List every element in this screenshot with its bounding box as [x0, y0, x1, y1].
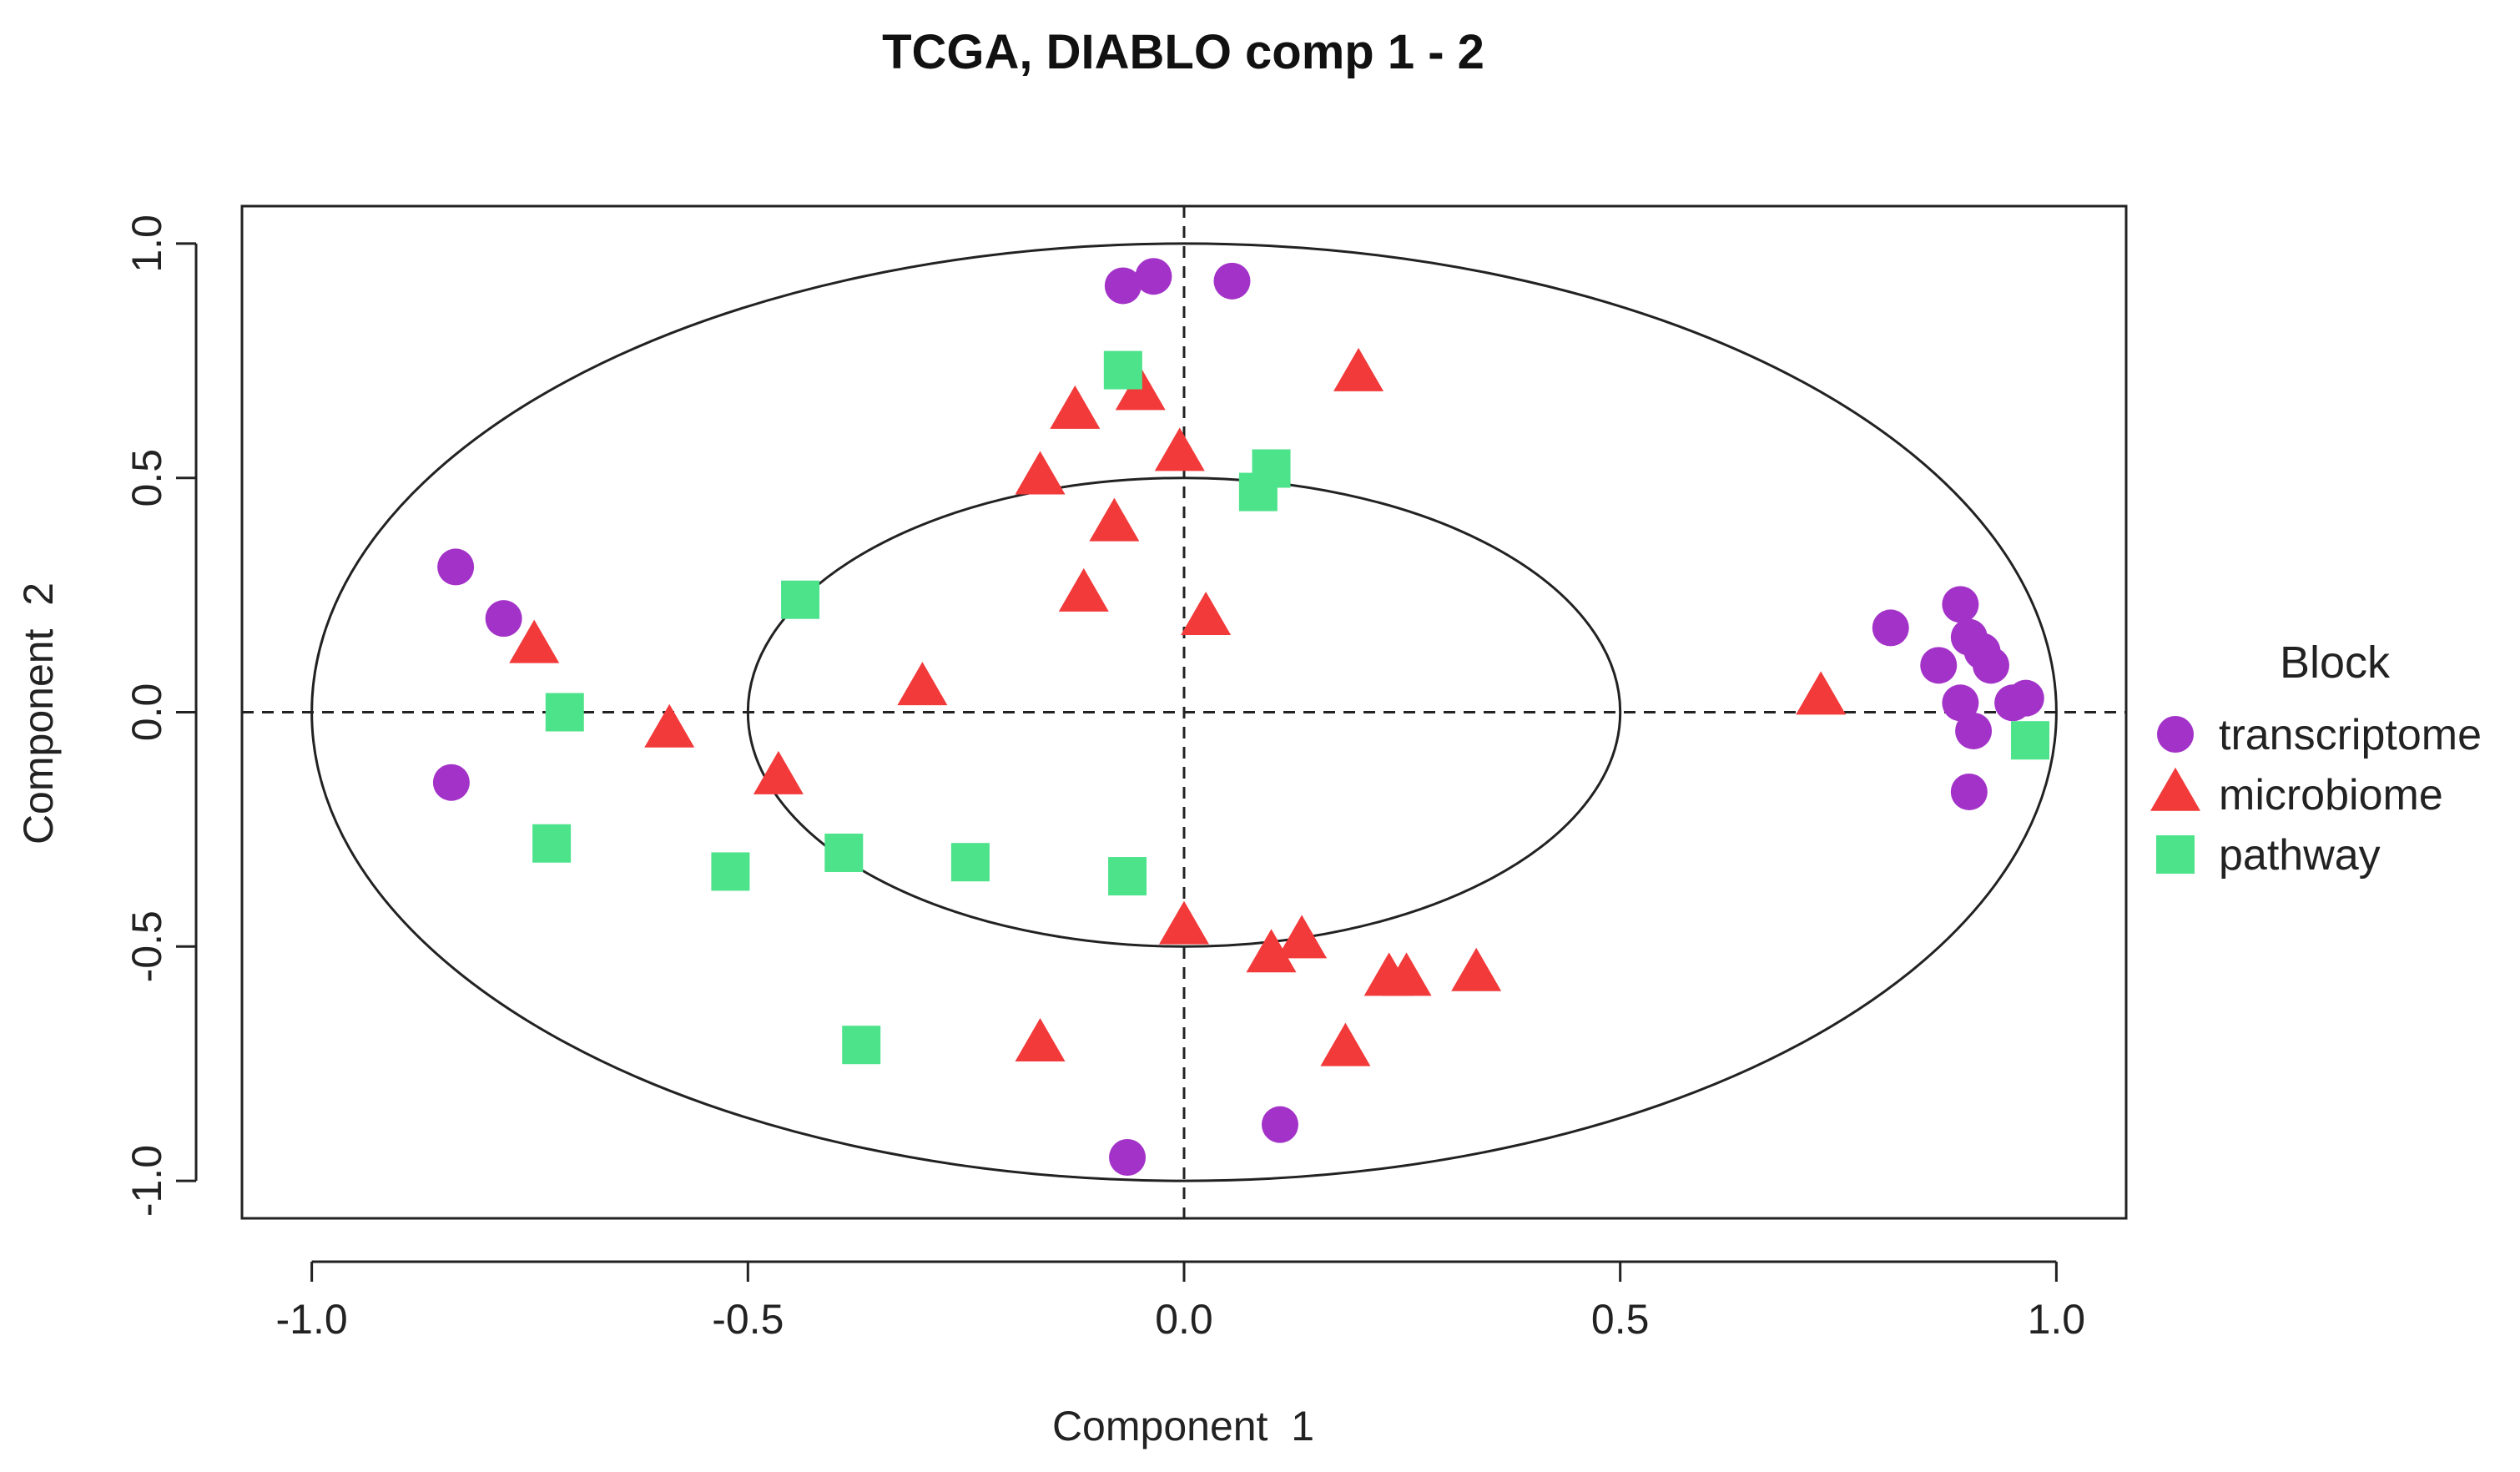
pathway-point — [532, 824, 572, 863]
transcriptome-point — [437, 548, 475, 586]
transcriptome-point — [1920, 647, 1958, 684]
pathway-series — [532, 350, 2050, 1065]
transcriptome-point — [1950, 773, 1988, 810]
legend: Block transcriptome microbiome pathway — [2150, 638, 2482, 880]
y-tick-label: 0.0 — [123, 683, 170, 742]
microbiome-point — [1181, 591, 1232, 635]
microbiome-point — [753, 750, 804, 794]
x-tick-label: -0.5 — [712, 1296, 784, 1343]
pathway-point — [545, 693, 584, 732]
microbiome-point — [1320, 1022, 1371, 1066]
transcriptome-point — [1109, 1138, 1147, 1176]
microbiome-point — [644, 703, 695, 748]
x-axis-label: Component 1 — [1052, 1403, 1314, 1449]
transcriptome-point — [1104, 267, 1142, 305]
pathway-point — [1103, 350, 1142, 390]
correlation-circles — [310, 242, 2058, 1182]
x-axis: -1.0 -0.5 0.0 0.5 1.0 — [276, 1260, 2086, 1343]
chart-title: TCGA, DIABLO comp 1 - 2 — [882, 25, 1484, 79]
transcriptome-point — [1972, 647, 2009, 684]
data-points — [432, 258, 2050, 1176]
microbiome-legend-marker — [2150, 767, 2200, 811]
pathway-point — [950, 843, 990, 882]
y-tick-label: -0.5 — [123, 910, 170, 982]
legend-title: Block — [2280, 638, 2391, 688]
microbiome-point — [1159, 900, 1209, 945]
microbiome-point — [1451, 947, 1502, 991]
microbiome-point — [1058, 567, 1109, 612]
microbiome-point — [509, 619, 560, 663]
transcriptome-point — [2007, 679, 2044, 717]
microbiome-point — [1277, 915, 1328, 959]
legend-label-microbiome: microbiome — [2219, 771, 2443, 819]
microbiome-point — [897, 662, 948, 706]
x-tick-label: 0.5 — [1591, 1296, 1650, 1343]
transcriptome-point — [485, 600, 522, 638]
transcriptome-point — [1942, 586, 1979, 623]
y-tick-label: 0.5 — [123, 449, 170, 507]
y-axis-label: Component 2 — [15, 582, 62, 844]
y-tick-label: -1.0 — [123, 1145, 170, 1217]
transcriptome-point — [1261, 1106, 1298, 1143]
microbiome-point — [1015, 451, 1066, 495]
transcriptome-point — [1872, 609, 1909, 647]
pathway-point — [1108, 857, 1147, 896]
plot-frame — [240, 204, 2128, 1220]
transcriptome-point — [432, 764, 470, 801]
transcriptome-point — [1955, 712, 1993, 749]
outer-circle — [310, 242, 2058, 1182]
transcriptome-point — [1135, 258, 1172, 295]
pathway-legend-marker — [2156, 835, 2195, 874]
x-tick-label: 0.0 — [1155, 1296, 1213, 1343]
pathway-point — [824, 833, 864, 872]
legend-label-pathway: pathway — [2219, 831, 2381, 880]
microbiome-point — [1015, 1017, 1066, 1061]
pathway-point — [842, 1026, 881, 1065]
pathway-point — [1238, 472, 1278, 512]
x-tick-label: 1.0 — [2028, 1296, 2086, 1343]
x-tick-label: -1.0 — [276, 1296, 348, 1343]
pathway-point — [711, 852, 750, 891]
microbiome-series — [509, 347, 1847, 1066]
pathway-point — [2011, 721, 2050, 760]
microbiome-point — [1381, 952, 1432, 996]
transcriptome-series — [432, 258, 2044, 1176]
y-axis: -1.0 -0.5 0.0 0.5 1.0 — [123, 214, 198, 1217]
microbiome-point — [1089, 497, 1140, 542]
microbiome-point — [1333, 347, 1384, 391]
inner-circle — [746, 476, 1622, 948]
transcriptome-legend-marker — [2157, 716, 2194, 753]
pathway-point — [781, 580, 820, 619]
y-tick-label: 1.0 — [123, 214, 170, 273]
microbiome-point — [1050, 385, 1101, 429]
microbiome-point — [1246, 929, 1297, 973]
microbiome-point — [1796, 671, 1847, 715]
microbiome-point — [1154, 427, 1205, 471]
legend-label-transcriptome: transcriptome — [2219, 711, 2482, 759]
transcriptome-point — [1942, 684, 1979, 722]
transcriptome-point — [1213, 262, 1251, 300]
